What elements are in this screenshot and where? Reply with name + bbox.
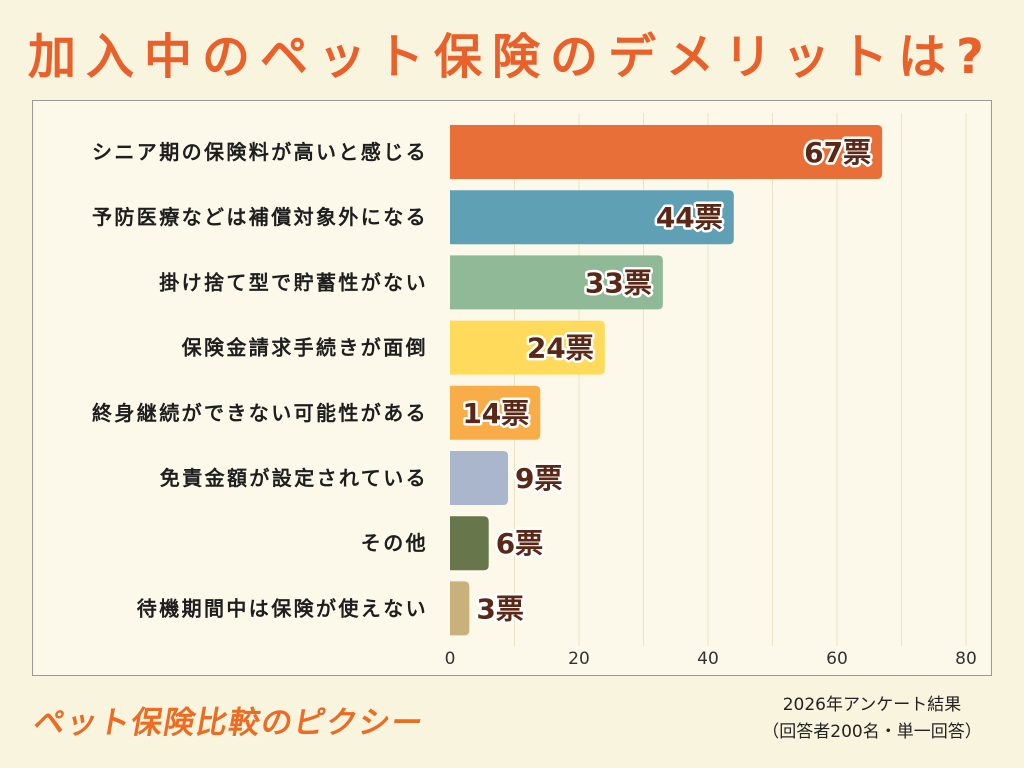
category-label: 免責金額が設定されている xyxy=(160,466,428,490)
page-title: 加入中のペット保険のデメリットは? xyxy=(28,29,994,85)
chart-panel: シニア期の保険料が高いと感じる 予防医療などは補償対象外になる掛け捨て型で貯蓄性が… xyxy=(32,100,992,676)
category-label: 保険金請求手続きが面倒 xyxy=(181,336,428,360)
survey-note: 2026年アンケート結果 （回答者200名・単一回答） xyxy=(740,692,1004,746)
value-label: 6票 xyxy=(496,527,543,560)
value-label: 9票 xyxy=(515,462,562,495)
value-label: 24票 xyxy=(527,332,594,365)
value-label: 67票 xyxy=(804,136,871,169)
bar xyxy=(450,451,509,505)
value-label: 3票 xyxy=(476,592,523,625)
category-label: 予防医療などは補償対象外になる xyxy=(92,205,428,229)
survey-title: 2026年アンケート結果 xyxy=(782,695,962,715)
horizontal-bar-chart: シニア期の保険料が高いと感じる予防医療などは補償対象外になる掛け捨て型で貯蓄性が… xyxy=(92,113,977,669)
bar xyxy=(450,385,541,440)
category-label: 待機期間中は保険が使えない xyxy=(137,596,428,620)
bar xyxy=(449,255,663,310)
value-label: 44票 xyxy=(656,201,723,234)
bars xyxy=(449,125,883,636)
survey-respondents: （回答者200名・単一回答） xyxy=(762,722,982,742)
bar xyxy=(450,125,883,179)
category-label: 掛け捨て型で貯蓄性がない xyxy=(159,270,428,294)
x-tick-label: 40 xyxy=(697,649,719,669)
x-tick-label: 60 xyxy=(826,649,848,669)
bar xyxy=(450,581,470,636)
value-label: 14票 xyxy=(462,397,529,430)
category-label: 終身継続ができない可能性がある xyxy=(92,401,428,425)
bar xyxy=(450,516,489,571)
bar xyxy=(450,320,605,375)
value-label: 33票 xyxy=(585,266,652,299)
category-labels: シニア期の保険料が高いと感じる予防医療などは補償対象外になる掛け捨て型で貯蓄性が… xyxy=(92,140,428,620)
x-axis-ticks: 0 20 40 60 80 xyxy=(445,649,977,669)
x-tick-label: 0 xyxy=(445,649,456,669)
category-label: その他 xyxy=(361,531,428,555)
brand-logo: ペット保険比較のピクシー xyxy=(30,705,428,741)
x-tick-label: 80 xyxy=(955,649,977,669)
bar xyxy=(450,190,734,245)
x-tick-label: 20 xyxy=(568,649,590,669)
category-label: シニア期の保険料が高いと感じる xyxy=(92,140,428,164)
